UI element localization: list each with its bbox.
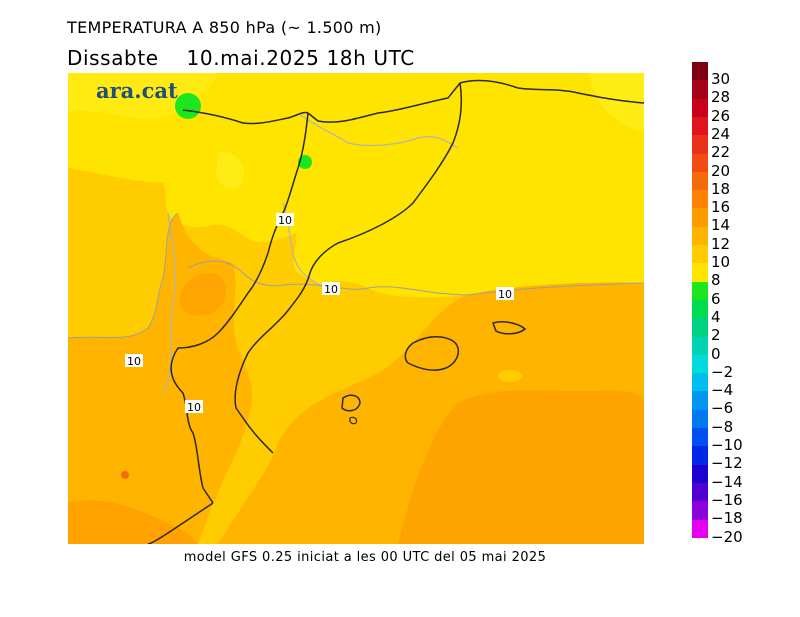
legend-swatch bbox=[692, 373, 708, 392]
island-majorca bbox=[404, 336, 460, 371]
legend-label: −18 bbox=[711, 509, 743, 528]
contour-label-3: 10 bbox=[496, 287, 514, 301]
legend-label: 12 bbox=[711, 234, 731, 253]
legend-label: 14 bbox=[711, 216, 731, 235]
band-12-14-inland bbox=[179, 273, 227, 316]
legend-label: 28 bbox=[711, 88, 731, 107]
ara-cat-logo: ara.cat bbox=[96, 78, 178, 103]
legend-swatch bbox=[692, 208, 708, 228]
legend-swatch bbox=[692, 281, 708, 301]
legend-label: 22 bbox=[711, 143, 731, 162]
datetime-label: 10.mai.2025 18h UTC bbox=[186, 46, 415, 70]
band-6-8-patch-east bbox=[588, 73, 644, 133]
legend-swatch bbox=[692, 519, 708, 539]
legend-swatch bbox=[692, 80, 708, 100]
region-border-west bbox=[162, 212, 176, 394]
legend-label: −2 bbox=[711, 362, 734, 381]
day-label: Dissabte bbox=[67, 46, 159, 70]
border-pyrenees bbox=[182, 79, 644, 125]
legend-swatch bbox=[692, 299, 708, 319]
contour-label-2: 10 bbox=[322, 282, 340, 296]
isotherm-10-north bbox=[187, 260, 644, 296]
svg-text:10: 10 bbox=[324, 283, 338, 296]
legend-swatch bbox=[692, 354, 708, 374]
legend-label: 2 bbox=[711, 326, 721, 345]
legend-label: 20 bbox=[711, 161, 731, 180]
map-canvas: 10 10 10 10 10 bbox=[68, 73, 644, 544]
map-title: TEMPERATURA A 850 hPa (~ 1.500 m) bbox=[67, 18, 382, 37]
coastline-catalonia bbox=[234, 82, 463, 454]
legend-swatch bbox=[692, 409, 708, 429]
svg-text:10: 10 bbox=[127, 355, 141, 368]
province-border-north bbox=[297, 112, 459, 149]
legend-swatch bbox=[692, 226, 708, 246]
legend-swatch bbox=[692, 98, 708, 118]
legend-swatch bbox=[692, 153, 708, 173]
legend-swatch bbox=[692, 391, 708, 411]
band-12-14-southwest bbox=[68, 500, 198, 544]
legend-swatch bbox=[692, 116, 708, 136]
legend-label: 6 bbox=[711, 289, 721, 308]
legend-label: 18 bbox=[711, 179, 731, 198]
legend-label: 26 bbox=[711, 106, 731, 125]
legend-label: −20 bbox=[711, 527, 743, 546]
legend-swatch bbox=[692, 336, 708, 356]
svg-text:10: 10 bbox=[187, 401, 201, 414]
legend-label: 0 bbox=[711, 344, 721, 363]
legend-label: −8 bbox=[711, 417, 734, 436]
svg-text:10: 10 bbox=[498, 288, 512, 301]
legend-swatch bbox=[692, 245, 708, 264]
legend-label: −14 bbox=[711, 472, 743, 491]
legend-swatch bbox=[692, 190, 708, 209]
contour-label-5: 10 bbox=[185, 400, 203, 414]
band-4-6-spot-west bbox=[175, 93, 201, 119]
model-caption: model GFS 0.25 iniciat a les 00 UTC del … bbox=[183, 550, 547, 565]
legend-swatch bbox=[692, 464, 708, 484]
band-12-14-south bbox=[398, 390, 644, 544]
legend-swatch bbox=[692, 501, 708, 520]
legend-swatch bbox=[692, 428, 708, 447]
band-14-16-spot bbox=[121, 471, 129, 479]
legend-swatch bbox=[692, 446, 708, 466]
isotherm-10-west bbox=[68, 212, 179, 339]
legend-swatch bbox=[692, 135, 708, 154]
band-6-8-patch-mid bbox=[216, 152, 244, 189]
contour-label-1: 10 bbox=[276, 213, 294, 227]
legend-label: −16 bbox=[711, 490, 743, 509]
legend-label: 8 bbox=[711, 271, 721, 290]
legend-swatch bbox=[692, 482, 708, 502]
island-formentera bbox=[349, 416, 358, 425]
legend-label: 4 bbox=[711, 307, 721, 326]
band-6-8-north bbox=[68, 73, 644, 298]
legend-label: 10 bbox=[711, 253, 731, 271]
legend-label: −10 bbox=[711, 436, 743, 454]
contour-label-4: 10 bbox=[125, 354, 143, 368]
legend-label: 16 bbox=[711, 198, 731, 217]
temperature-map: 10 10 10 10 10 bbox=[68, 73, 644, 544]
band-8-10-spot-sea bbox=[498, 370, 522, 382]
island-ibiza bbox=[341, 394, 361, 412]
svg-text:10: 10 bbox=[278, 214, 292, 227]
legend-swatch bbox=[692, 171, 708, 191]
legend-label: 30 bbox=[711, 70, 731, 88]
legend-label: −6 bbox=[711, 399, 734, 418]
map-datetime: Dissabte 10.mai.2025 18h UTC bbox=[67, 46, 415, 70]
legend-label: 24 bbox=[711, 124, 731, 143]
legend-label: −12 bbox=[711, 454, 743, 473]
island-minorca bbox=[492, 321, 527, 335]
legend-swatch bbox=[692, 62, 708, 81]
legend-label: −4 bbox=[711, 381, 734, 400]
legend-swatch bbox=[692, 263, 708, 283]
coastline-south bbox=[147, 502, 214, 544]
legend-swatch bbox=[692, 318, 708, 337]
border-inland bbox=[170, 112, 309, 504]
